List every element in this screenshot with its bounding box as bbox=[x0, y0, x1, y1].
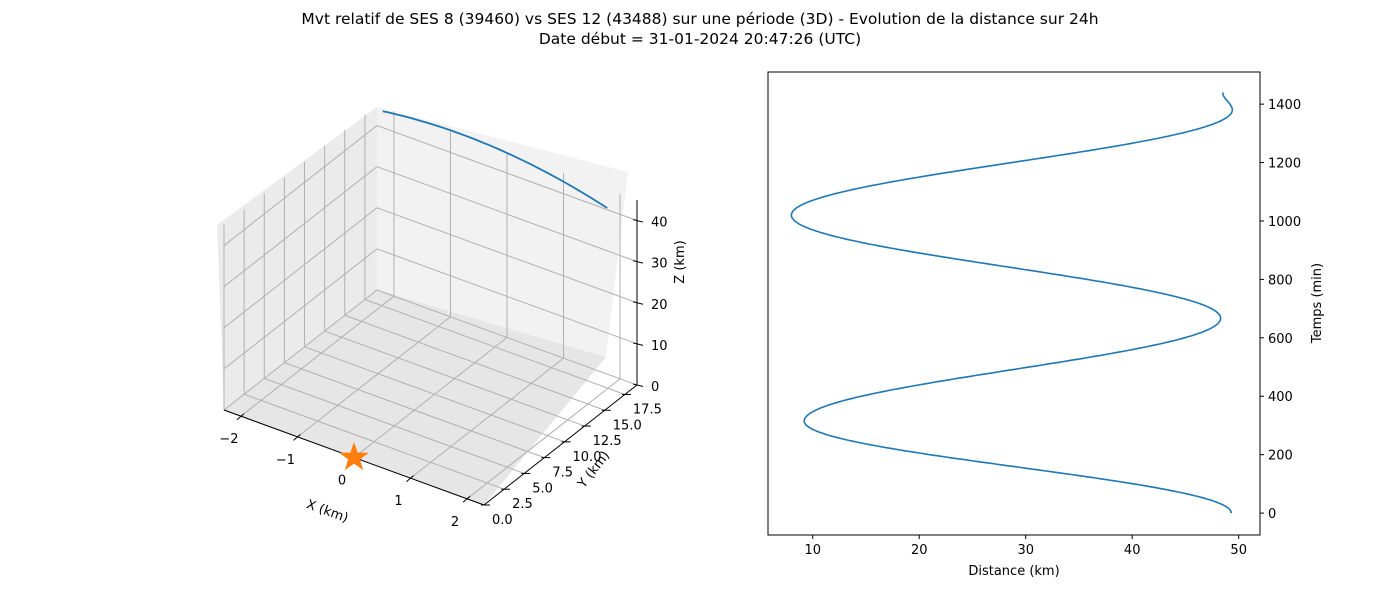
x-tick bbox=[293, 433, 301, 441]
x-ticks: 10 20 30 40 50 bbox=[804, 535, 1247, 558]
figure-title-line-2: Date début = 31-01-2024 20:47:26 (UTC) bbox=[538, 30, 862, 48]
origin-star-marker bbox=[339, 441, 369, 471]
pane-back bbox=[377, 107, 628, 357]
distance-curve bbox=[790, 92, 1234, 514]
y-tick-label: 0.0 bbox=[492, 513, 513, 528]
grid-line bbox=[223, 166, 378, 288]
grid-line bbox=[324, 330, 585, 427]
x-tick-label: −1 bbox=[276, 453, 295, 468]
x-axis-label: X (km) bbox=[304, 497, 350, 526]
z-tick-label: 0 bbox=[651, 380, 659, 395]
grid-line bbox=[240, 295, 395, 417]
plot-3d: −2 −1 0 1 2 0.02.55.07.510.012.515.017.5 0 10 20… bbox=[217, 107, 688, 530]
x-tick-label: 40 bbox=[1124, 543, 1141, 558]
grid-line bbox=[376, 125, 638, 222]
x-tick-label: 1 bbox=[394, 494, 402, 509]
grid-line bbox=[376, 207, 638, 304]
x-tick-label: 10 bbox=[804, 543, 821, 558]
x-tick-label: −2 bbox=[219, 432, 238, 447]
pane-left bbox=[217, 107, 377, 410]
grid-line bbox=[243, 393, 505, 490]
grid-line bbox=[364, 299, 626, 395]
x-tick bbox=[236, 413, 245, 421]
grid-line bbox=[223, 207, 378, 329]
z-axis-label: Z (km) bbox=[673, 240, 688, 283]
y-tick-label: 0 bbox=[1268, 507, 1276, 522]
z-tick bbox=[632, 301, 644, 305]
grid-line bbox=[223, 125, 378, 246]
grid-line bbox=[264, 377, 525, 474]
y-axis-label: Temps (min) bbox=[1310, 263, 1325, 344]
grid-line bbox=[223, 248, 378, 370]
y-tick-label: 10.0 bbox=[573, 450, 602, 465]
x-axis-label: Distance (km) bbox=[968, 564, 1059, 579]
grid-line bbox=[376, 166, 638, 263]
grid-line bbox=[284, 362, 545, 459]
y-tick-label: 1200 bbox=[1268, 157, 1301, 172]
grid-line bbox=[223, 289, 378, 411]
y-tick-label: 400 bbox=[1268, 390, 1293, 405]
z-tick-label: 10 bbox=[651, 339, 668, 354]
x-tick-label: 50 bbox=[1230, 543, 1247, 558]
grid-line bbox=[304, 346, 565, 443]
z-tick bbox=[632, 219, 644, 223]
plot-2d: 10 20 30 40 50 0 200 400 600 800 1000 1200 1400 Dis… bbox=[767, 71, 1325, 579]
y-tick-label: 200 bbox=[1268, 449, 1293, 464]
y-tick-label: 12.5 bbox=[593, 434, 622, 449]
figure-title-line-1: Mvt relatif de SES 8 (39460) vs SES 12 (… bbox=[301, 10, 1099, 28]
trajectory-line bbox=[382, 110, 608, 209]
pane-floor bbox=[224, 290, 606, 505]
y-tick-label: 800 bbox=[1268, 273, 1293, 288]
x-tick bbox=[406, 475, 414, 483]
plot-frame bbox=[767, 71, 1261, 536]
y-tick-label: 1400 bbox=[1268, 98, 1301, 113]
grid-line bbox=[297, 316, 451, 438]
y-tick-label: 5.0 bbox=[532, 481, 553, 496]
grid-line bbox=[344, 314, 605, 411]
y-tick-label: 2.5 bbox=[512, 497, 533, 512]
y-axis-line bbox=[483, 384, 638, 506]
x-tick-label: 0 bbox=[338, 474, 346, 489]
y-tick-label: 7.5 bbox=[552, 466, 573, 481]
y-tick-label: 1000 bbox=[1268, 215, 1301, 230]
series-3d bbox=[339, 110, 608, 471]
y-tick-label: 15.0 bbox=[613, 418, 642, 433]
x-tick bbox=[462, 495, 471, 503]
z-tick-label: 20 bbox=[651, 298, 668, 313]
x-tick-label: 30 bbox=[1017, 543, 1034, 558]
y-tick-label: 600 bbox=[1268, 332, 1293, 347]
z-tick bbox=[632, 260, 644, 264]
grid-line bbox=[376, 248, 638, 345]
grid-line bbox=[466, 378, 621, 500]
grid-line bbox=[353, 337, 508, 458]
z-tick-label: 30 bbox=[651, 257, 668, 272]
y-ticks: 0 200 400 600 800 1000 1200 1400 bbox=[1260, 98, 1301, 522]
z-tick bbox=[632, 342, 644, 346]
grid-line bbox=[410, 357, 564, 479]
z-tick-label: 40 bbox=[651, 216, 668, 231]
ticks-3d: −2 −1 0 1 2 0.02.55.07.510.012.515.017.5 0 10 20… bbox=[219, 216, 667, 530]
y-tick-label: 17.5 bbox=[633, 402, 662, 417]
grid-line bbox=[376, 289, 638, 386]
x-tick-label: 2 bbox=[451, 515, 459, 530]
x-tick-label: 20 bbox=[911, 543, 928, 558]
z-tick bbox=[632, 383, 644, 387]
